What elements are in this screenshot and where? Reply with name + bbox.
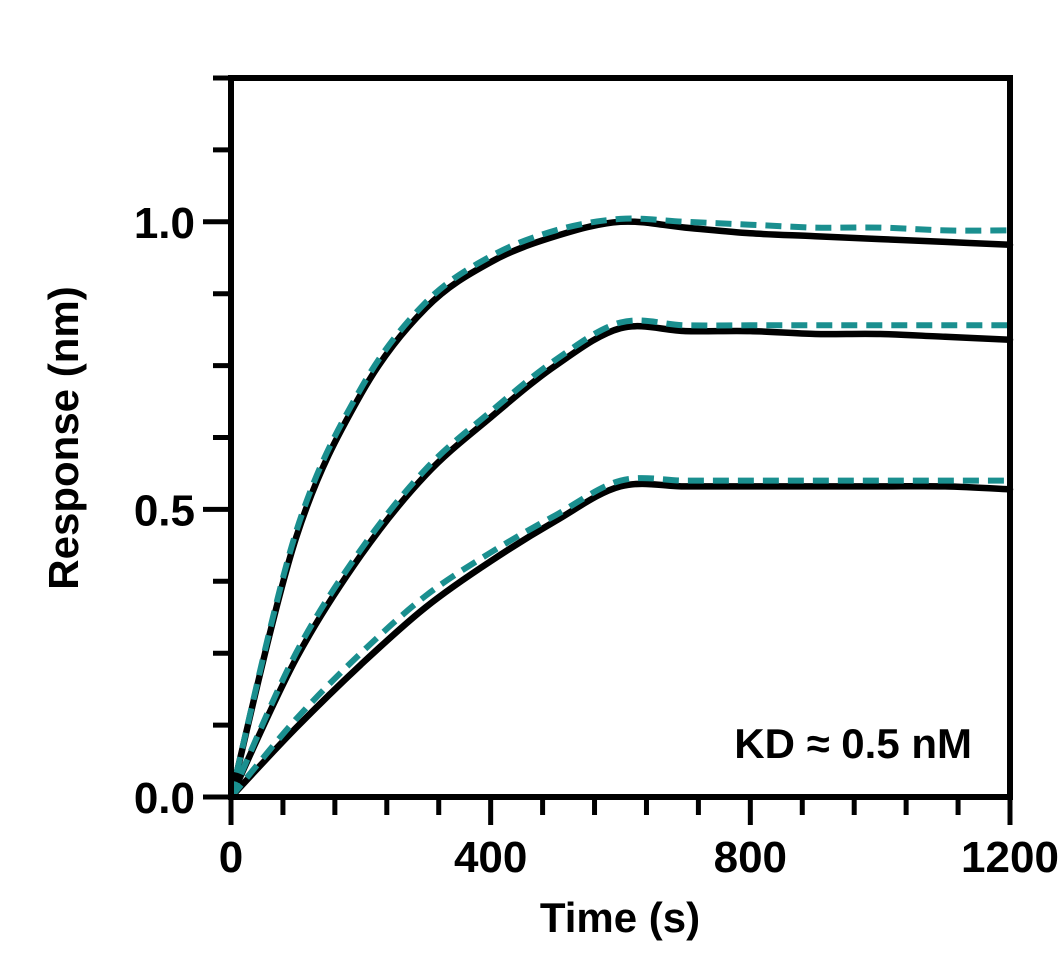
measured-curve xyxy=(227,218,1014,801)
x-tick-label: 800 xyxy=(714,833,787,882)
x-axis-title: Time (s) xyxy=(540,894,700,941)
kd-annotation: KD ≈ 0.5 nM xyxy=(734,720,972,767)
y-tick-label: 1.0 xyxy=(134,199,195,248)
y-tick-label: 0.5 xyxy=(134,486,195,535)
measured-curve xyxy=(227,322,1014,801)
labels-layer: 0 400 800 1200 0.0 0.5 1.0 xyxy=(134,199,1059,882)
x-tick-label: 0 xyxy=(219,833,243,882)
fit-curve xyxy=(228,475,1010,799)
fit-curve xyxy=(228,317,1010,799)
y-axis-title: Response (nm) xyxy=(40,286,87,589)
series-layer xyxy=(227,215,1014,801)
axes-layer xyxy=(228,75,1013,800)
measured-curve xyxy=(227,480,1014,801)
ticks-layer xyxy=(203,75,1013,825)
y-tick-label: 0.0 xyxy=(134,774,195,823)
fit-curve xyxy=(228,215,1011,798)
x-tick-label: 1200 xyxy=(961,833,1059,882)
x-tick-label: 400 xyxy=(454,833,527,882)
